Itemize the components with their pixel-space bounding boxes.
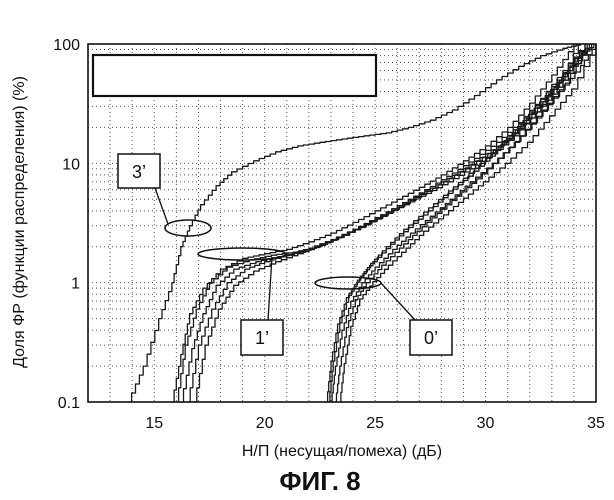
x-tick-label: 25 — [366, 415, 384, 432]
series-line-2 — [172, 44, 574, 402]
x-tick-label: 20 — [256, 415, 274, 432]
callout-3prime-leader — [155, 188, 168, 224]
y-tick-label: 1 — [71, 276, 80, 293]
plot-frame — [88, 44, 596, 402]
series-line-3 — [176, 44, 578, 402]
y-tick-label: 0.1 — [58, 395, 80, 412]
x-axis-label: Н/П (несущая/помеха) (дБ) — [242, 443, 442, 460]
figure-caption: ФИГ. 8 — [279, 466, 360, 496]
y-tick-label: 100 — [53, 37, 80, 54]
y-tick-label: 10 — [62, 156, 80, 173]
y-axis-ticks: 0.1 1 10 100 — [53, 37, 80, 412]
callout-0prime: 0’ — [315, 277, 452, 355]
series-layer — [128, 44, 596, 402]
x-tick-label: 15 — [145, 415, 163, 432]
x-tick-label: 30 — [477, 415, 495, 432]
x-tick-label: 35 — [587, 415, 605, 432]
callout-3prime: 3’ — [118, 154, 211, 236]
series-line-9 — [335, 44, 587, 402]
y-axis-label: Доля ФР (функции распределения) (%) — [11, 76, 28, 368]
callout-0prime-leader — [381, 283, 415, 320]
callout-3prime-label: 3’ — [132, 162, 146, 182]
x-axis-ticks: 15 20 25 30 35 — [145, 415, 605, 432]
grid — [88, 44, 596, 402]
legend-box — [93, 55, 376, 96]
callout-0prime-label: 0’ — [424, 328, 438, 348]
callout-1prime-label: 1’ — [255, 328, 269, 348]
